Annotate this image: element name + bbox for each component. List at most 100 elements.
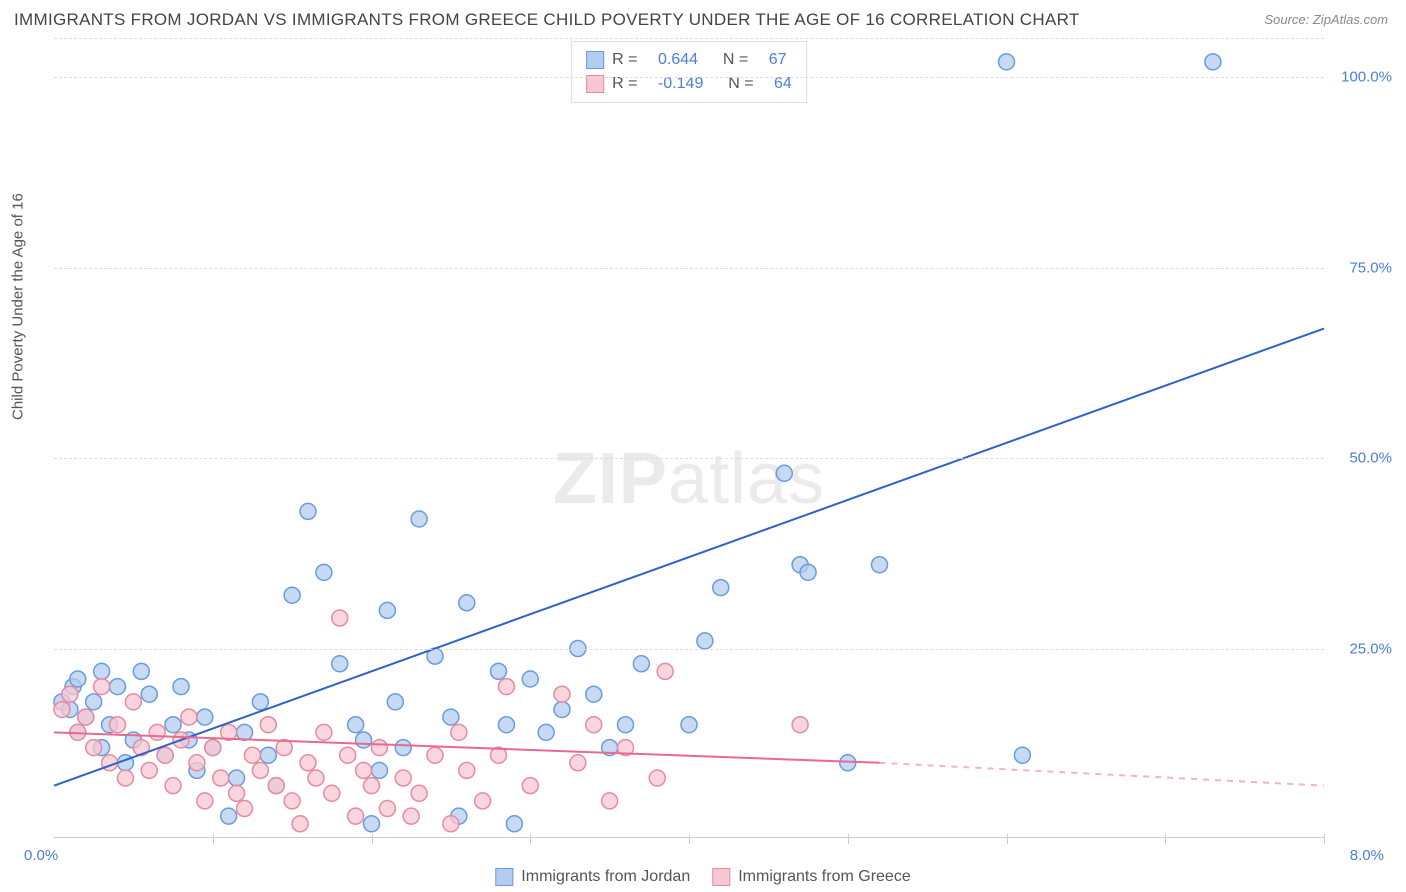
data-point [872,557,888,573]
data-point [110,717,126,733]
data-point [157,747,173,763]
data-point [364,778,380,794]
data-point [62,686,78,702]
data-point [292,816,308,832]
data-point [260,717,276,733]
data-point [197,793,213,809]
y-tick-label: 25.0% [1349,640,1392,657]
gridline [54,458,1324,459]
data-point [427,747,443,763]
data-point [340,747,356,763]
data-point [618,717,634,733]
y-tick-label: 100.0% [1341,69,1392,86]
data-point [324,785,340,801]
data-point [364,816,380,832]
data-point [300,755,316,771]
data-point [570,755,586,771]
data-point [252,762,268,778]
bottom-legend-greece: Immigrants from Greece [712,868,910,886]
data-point [213,770,229,786]
data-point [498,717,514,733]
data-point [586,717,602,733]
data-point [86,694,102,710]
data-point [237,801,253,817]
data-point [1014,747,1030,763]
data-point [78,709,94,725]
data-point [451,724,467,740]
x-tick [213,834,214,844]
chart-title: IMMIGRANTS FROM JORDAN VS IMMIGRANTS FRO… [14,10,1080,30]
data-point [316,724,332,740]
data-point [125,694,141,710]
data-point [94,679,110,695]
data-point [633,656,649,672]
data-point [681,717,697,733]
x-tick [1324,834,1325,844]
data-point [411,785,427,801]
data-point [554,686,570,702]
data-point [284,587,300,603]
data-point [260,747,276,763]
data-point [86,740,102,756]
data-point [776,465,792,481]
y-axis-label: Child Poverty Under the Age of 16 [10,193,27,420]
data-point [54,701,70,717]
data-point [522,671,538,687]
data-point [229,785,245,801]
data-point [475,793,491,809]
data-point [379,801,395,817]
data-point [356,732,372,748]
data-point [94,663,110,679]
data-point [602,793,618,809]
source-label: Source: ZipAtlas.com [1264,12,1388,27]
gridline [54,268,1324,269]
data-point [443,816,459,832]
legend-swatch-jordan [586,51,604,69]
legend-square-icon [712,868,730,886]
bottom-legend: Immigrants from Jordan Immigrants from G… [495,868,910,886]
data-point [379,602,395,618]
regression-line-extrapolated [880,763,1325,786]
data-point [459,595,475,611]
x-tick [1007,834,1008,844]
data-point [713,580,729,596]
data-point [141,762,157,778]
data-point [403,808,419,824]
data-point [498,679,514,695]
data-point [237,724,253,740]
data-point [649,770,665,786]
data-point [149,724,165,740]
legend-square-icon [495,868,513,886]
data-point [792,717,808,733]
data-point [205,740,221,756]
legend-row-greece: R = -0.149 N = 64 [586,72,792,96]
data-point [189,755,205,771]
scatter-plot [54,39,1324,838]
data-point [348,717,364,733]
legend-row-jordan: R = 0.644 N = 67 [586,48,792,72]
data-point [371,762,387,778]
data-point [348,808,364,824]
gridline [54,77,1324,78]
data-point [586,686,602,702]
data-point [110,679,126,695]
correlation-legend: R = 0.644 N = 67 R = -0.149 N = 64 [571,41,807,103]
data-point [395,740,411,756]
chart-area: ZIPatlas 0.0% 8.0% R = 0.644 N = 67 R = … [54,38,1324,838]
data-point [332,610,348,626]
data-point [284,793,300,809]
data-point [133,663,149,679]
data-point [999,54,1015,70]
data-point [70,671,86,687]
data-point [554,701,570,717]
y-tick-label: 75.0% [1349,259,1392,276]
data-point [459,762,475,778]
data-point [316,564,332,580]
data-point [538,724,554,740]
data-point [221,808,237,824]
data-point [229,770,245,786]
x-tick [689,834,690,844]
data-point [197,709,213,725]
gridline [54,649,1324,650]
data-point [332,656,348,672]
